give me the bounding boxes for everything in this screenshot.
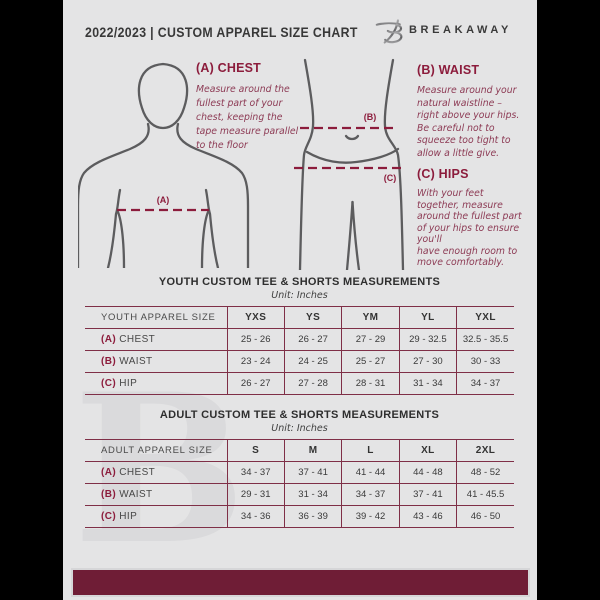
row-label-cell: (A) CHEST [85,328,227,351]
measurement-row: (C) HIP 34 - 36 36 - 39 39 - 42 43 - 46 46 - … [85,505,514,528]
value-cell: 32.5 - 35.5 [456,328,514,351]
size-header-cell: YM [341,306,400,329]
measurement-row: (C) HIP 26 - 27 27 - 28 28 - 31 31 - 34 34 - … [85,372,514,395]
navel-mark [344,134,360,141]
adult-unit-label: Unit: Inches [271,423,328,434]
table-header-row: YOUTH APPAREL SIZE YXS YS YM YL YXL [85,306,514,329]
row-label-cell: (C) HIP [85,372,227,395]
breakaway-logo-icon [375,19,403,44]
youth-unit-label: Unit: Inches [271,290,328,301]
value-cell: 30 - 33 [456,350,514,373]
value-cell: 27 - 29 [341,328,400,351]
value-cell: 29 - 32.5 [398,328,457,351]
value-cell: 29 - 31 [226,483,285,506]
right-inner-arm-outline [204,188,220,268]
row-label-cell: (C) HIP [85,505,227,528]
size-header-cell: YXL [456,306,514,329]
row-label-cell: (B) WAIST [85,483,227,506]
brand-name: BREAKAWAY [409,24,512,36]
measurement-row: (B) WAIST 23 - 24 24 - 25 25 - 27 27 - 30 30 … [85,350,514,373]
hips-heading: (C) HIPS [417,167,469,181]
hips-description: With your feet together, measure around … [417,188,522,268]
value-cell: 34 - 37 [341,483,400,506]
left-torso-side-outline [116,210,126,268]
chest-measurement-diagram: (A) [78,62,250,268]
youth-size-table: YOUTH APPAREL SIZE YXS YS YM YL YXL (A) CHEST 2… [85,306,514,395]
value-cell: 27 - 30 [398,350,457,373]
hips-instructions: (C) HIPS With your feet together, measur… [417,167,537,269]
waist-instructions: (B) WAIST Measure around your natural wa… [417,63,537,160]
measurement-row: (A) CHEST 34 - 37 37 - 41 41 - 44 44 - 48 48 … [85,461,514,484]
measurement-row: (A) CHEST 25 - 26 26 - 27 27 - 29 29 - 32.5 3… [85,328,514,351]
row-label-cell: (A) CHEST [85,461,227,484]
size-header-cell: L [341,439,400,462]
left-inner-leg-outline [345,200,354,270]
chest-marker-label: (A) [157,195,170,205]
page-title: 2022/2023 | CUSTOM APPAREL SIZE CHART [85,24,358,40]
waist-marker-label: (B) [364,112,377,122]
adult-size-table: ADULT APPAREL SIZE S M L XL 2XL (A) CHEST 34 - … [85,439,514,528]
hips-marker-label: (C) [384,173,397,183]
head-outline [137,62,189,130]
value-cell: 37 - 41 [398,483,457,506]
size-label-cell: ADULT APPAREL SIZE [85,439,227,462]
right-inner-leg-outline [351,200,361,270]
value-cell: 39 - 42 [341,505,400,528]
right-shoulder-arm-outline [176,122,250,268]
value-cell: 27 - 28 [283,372,342,395]
size-header-cell: S [226,439,285,462]
chest-description: Measure around the fullest part of your … [196,84,299,151]
value-cell: 24 - 25 [283,350,342,373]
size-header-cell: M [283,439,342,462]
waist-description: Measure around your natural waistline – … [417,85,520,159]
value-cell: 25 - 26 [226,328,285,351]
value-cell: 34 - 36 [226,505,285,528]
size-header-cell: YL [398,306,457,329]
value-cell: 43 - 46 [398,505,457,528]
value-cell: 41 - 44 [341,461,400,484]
footer-bar [71,568,530,597]
value-cell: 26 - 27 [226,372,285,395]
youth-section: YOUTH CUSTOM TEE & SHORTS MEASUREMENTS U… [85,276,514,395]
size-header-cell: YXS [226,306,285,329]
adult-section: ADULT CUSTOM TEE & SHORTS MEASUREMENTS U… [85,409,514,528]
size-header-cell: YS [283,306,342,329]
left-inner-arm-outline [106,188,122,268]
value-cell: 46 - 50 [456,505,514,528]
left-shoulder-arm-outline [78,122,150,268]
size-header-cell: 2XL [456,439,514,462]
value-cell: 26 - 27 [283,328,342,351]
waist-hips-measurement-diagram: (B) (C) [294,58,405,270]
value-cell: 48 - 52 [456,461,514,484]
chest-heading: (A) CHEST [196,61,261,75]
left-hip-outline [298,58,315,270]
value-cell: 31 - 34 [398,372,457,395]
value-cell: 36 - 39 [283,505,342,528]
waist-heading: (B) WAIST [417,63,480,77]
value-cell: 28 - 31 [341,372,400,395]
value-cell: 34 - 37 [456,372,514,395]
right-hip-outline [383,58,405,270]
size-label-cell: YOUTH APPAREL SIZE [85,306,227,329]
right-torso-side-outline [200,210,210,268]
value-cell: 41 - 45.5 [456,483,514,506]
value-cell: 31 - 34 [283,483,342,506]
value-cell: 34 - 37 [226,461,285,484]
size-chart-page: 2022/2023 | CUSTOM APPAREL SIZE CHART BR… [63,0,537,600]
value-cell: 25 - 27 [341,350,400,373]
row-label-cell: (B) WAIST [85,350,227,373]
chest-instructions: (A) CHEST Measure around the fullest par… [196,61,316,153]
youth-section-title: YOUTH CUSTOM TEE & SHORTS MEASUREMENTS [158,276,441,288]
value-cell: 37 - 41 [283,461,342,484]
adult-section-title: ADULT CUSTOM TEE & SHORTS MEASUREMENTS [159,409,440,421]
value-cell: 23 - 24 [226,350,285,373]
table-header-row: ADULT APPAREL SIZE S M L XL 2XL [85,439,514,462]
measurement-row: (B) WAIST 29 - 31 31 - 34 34 - 37 37 - 41 41 … [85,483,514,506]
value-cell: 44 - 48 [398,461,457,484]
brand-lockup: BREAKAWAY [375,15,535,47]
size-header-cell: XL [398,439,457,462]
hip-curve-outline [305,147,400,164]
